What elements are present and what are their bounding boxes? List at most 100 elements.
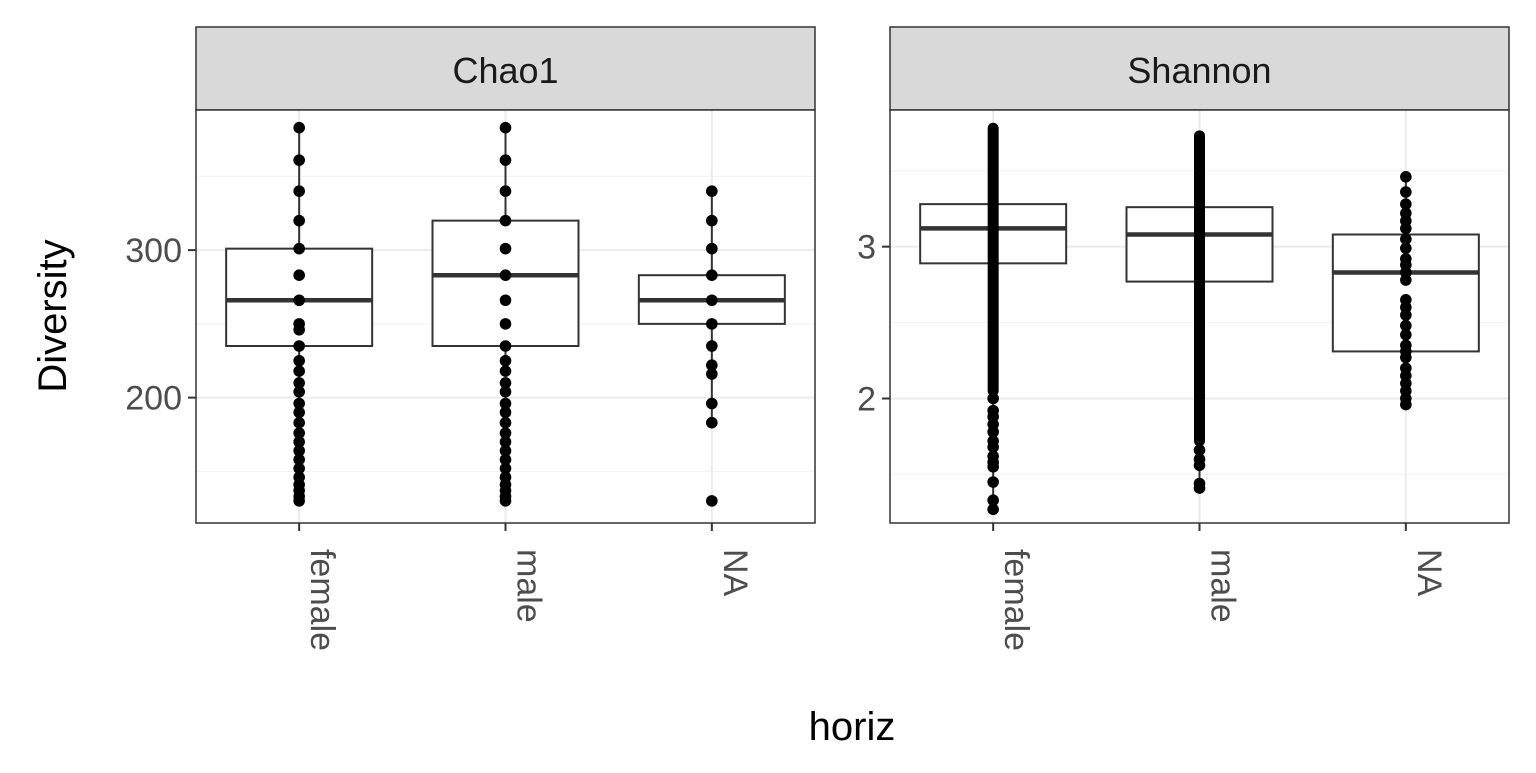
data-point [499,354,512,367]
panel-shannon: Shannon 2 3 female male NA [857,26,1510,651]
data-point [293,416,305,429]
data-point [499,427,512,439]
data-point [706,416,718,429]
data-point [1400,222,1412,235]
data-point [1193,453,1206,466]
y-tick-label: 2 [857,380,876,418]
data-point [1400,171,1412,183]
strip-title: Chao1 [452,50,558,91]
data-point [987,404,999,417]
data-point [1400,398,1412,411]
data-point [706,340,718,352]
data-point [1400,274,1412,286]
data-point [293,214,305,227]
data-point [1400,351,1412,364]
panels-layer: Chao1 200 300 female male NA Shannon 2 3 female ma… [125,26,1510,651]
data-point [499,385,512,398]
data-point [1400,198,1412,210]
x-tick-label: NA [1410,549,1448,597]
x-tick-label: female [997,549,1035,651]
strip-background [195,26,816,111]
data-point [499,406,512,419]
y-tick-label: 300 [125,232,182,270]
data-point [1400,233,1412,245]
data-point [499,214,512,227]
data-point [293,406,305,419]
data-point [293,495,305,507]
data-point [499,154,512,166]
box-female [225,121,374,507]
data-point [499,495,512,507]
point-band [987,122,999,397]
data-point [293,242,305,255]
data-point [1400,186,1412,198]
data-point [1400,242,1412,254]
data-point [293,323,305,336]
data-point [293,377,305,389]
y-tick-label: 3 [857,229,876,267]
data-point [293,354,305,367]
data-point [499,294,512,307]
data-point [987,435,999,447]
data-point [293,365,305,377]
data-point [706,185,718,197]
data-point [499,453,512,466]
data-point [987,476,999,488]
strip-title: Shannon [1127,50,1271,91]
data-point [987,503,999,516]
data-point [293,397,305,410]
data-point [293,294,305,307]
data-point [293,269,305,282]
box-female [919,122,1068,516]
data-point [293,444,305,457]
data-point [499,397,512,410]
data-point [499,242,512,255]
data-point [499,269,512,282]
data-point [987,450,999,462]
data-point [706,397,718,410]
data-point [499,318,512,330]
x-tick-label: male [1204,549,1242,623]
strip-background [889,26,1510,111]
data-point [499,340,512,352]
data-point [706,214,718,227]
data-point [1193,477,1206,490]
panel-chao1: Chao1 200 300 female male NA [125,26,816,651]
data-point [1400,309,1412,321]
box-male [431,121,580,507]
data-point [987,494,999,507]
box-male [1125,130,1274,494]
data-point [293,185,305,197]
x-axis-title: horiz [809,705,896,749]
data-point [293,462,305,475]
data-point [293,453,305,466]
x-tick-label: female [303,549,341,651]
data-point [293,385,305,398]
data-point [499,462,512,475]
data-point [499,121,512,134]
point-band [1194,130,1205,447]
box-na [1331,171,1480,411]
data-point [1400,328,1412,341]
data-point [1400,319,1412,332]
data-point [293,340,305,352]
data-point [499,436,512,448]
data-point [293,154,305,166]
data-point [706,294,718,307]
data-point [293,427,305,439]
box-na [637,185,786,507]
data-point [293,121,305,134]
data-point [499,185,512,197]
data-point [499,444,512,457]
x-tick-label: NA [716,549,754,597]
data-point [293,436,305,448]
data-point [499,416,512,429]
data-point [499,377,512,389]
data-point [499,365,512,377]
x-tick-label: male [510,549,548,623]
data-point [706,269,718,282]
data-point [706,318,718,330]
y-axis-title: Diversity [31,239,75,392]
